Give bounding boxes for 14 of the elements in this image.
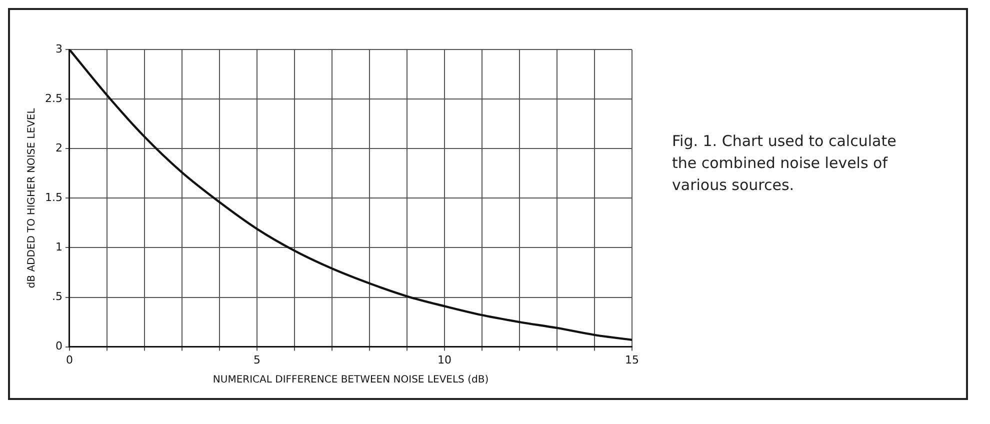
x-tick-label: 15	[625, 353, 639, 366]
caption: Fig. 1. Chart used to calculate the combined noise levels of various sources.	[672, 131, 898, 196]
x-tick-label: 5	[253, 353, 260, 366]
y-tick-label: .5	[52, 290, 62, 304]
y-tick-label: 2	[55, 142, 62, 155]
y-tick-label: 1	[55, 240, 62, 254]
x-tick-label: 0	[66, 353, 73, 366]
y-tick-label: 0	[55, 340, 62, 353]
x-axis-title: NUMERICAL DIFFERENCE BETWEEN NOISE LEVELS (dB)	[212, 374, 489, 386]
y-tick-label: 2.5	[44, 92, 62, 105]
y-axis-title: dB ADDED TO HIGHER NOISE LEVEL	[26, 108, 38, 288]
x-tick-label: 10	[438, 353, 452, 366]
y-tick-label: 1.5	[44, 191, 62, 204]
y-tick-label: 3	[55, 42, 62, 56]
